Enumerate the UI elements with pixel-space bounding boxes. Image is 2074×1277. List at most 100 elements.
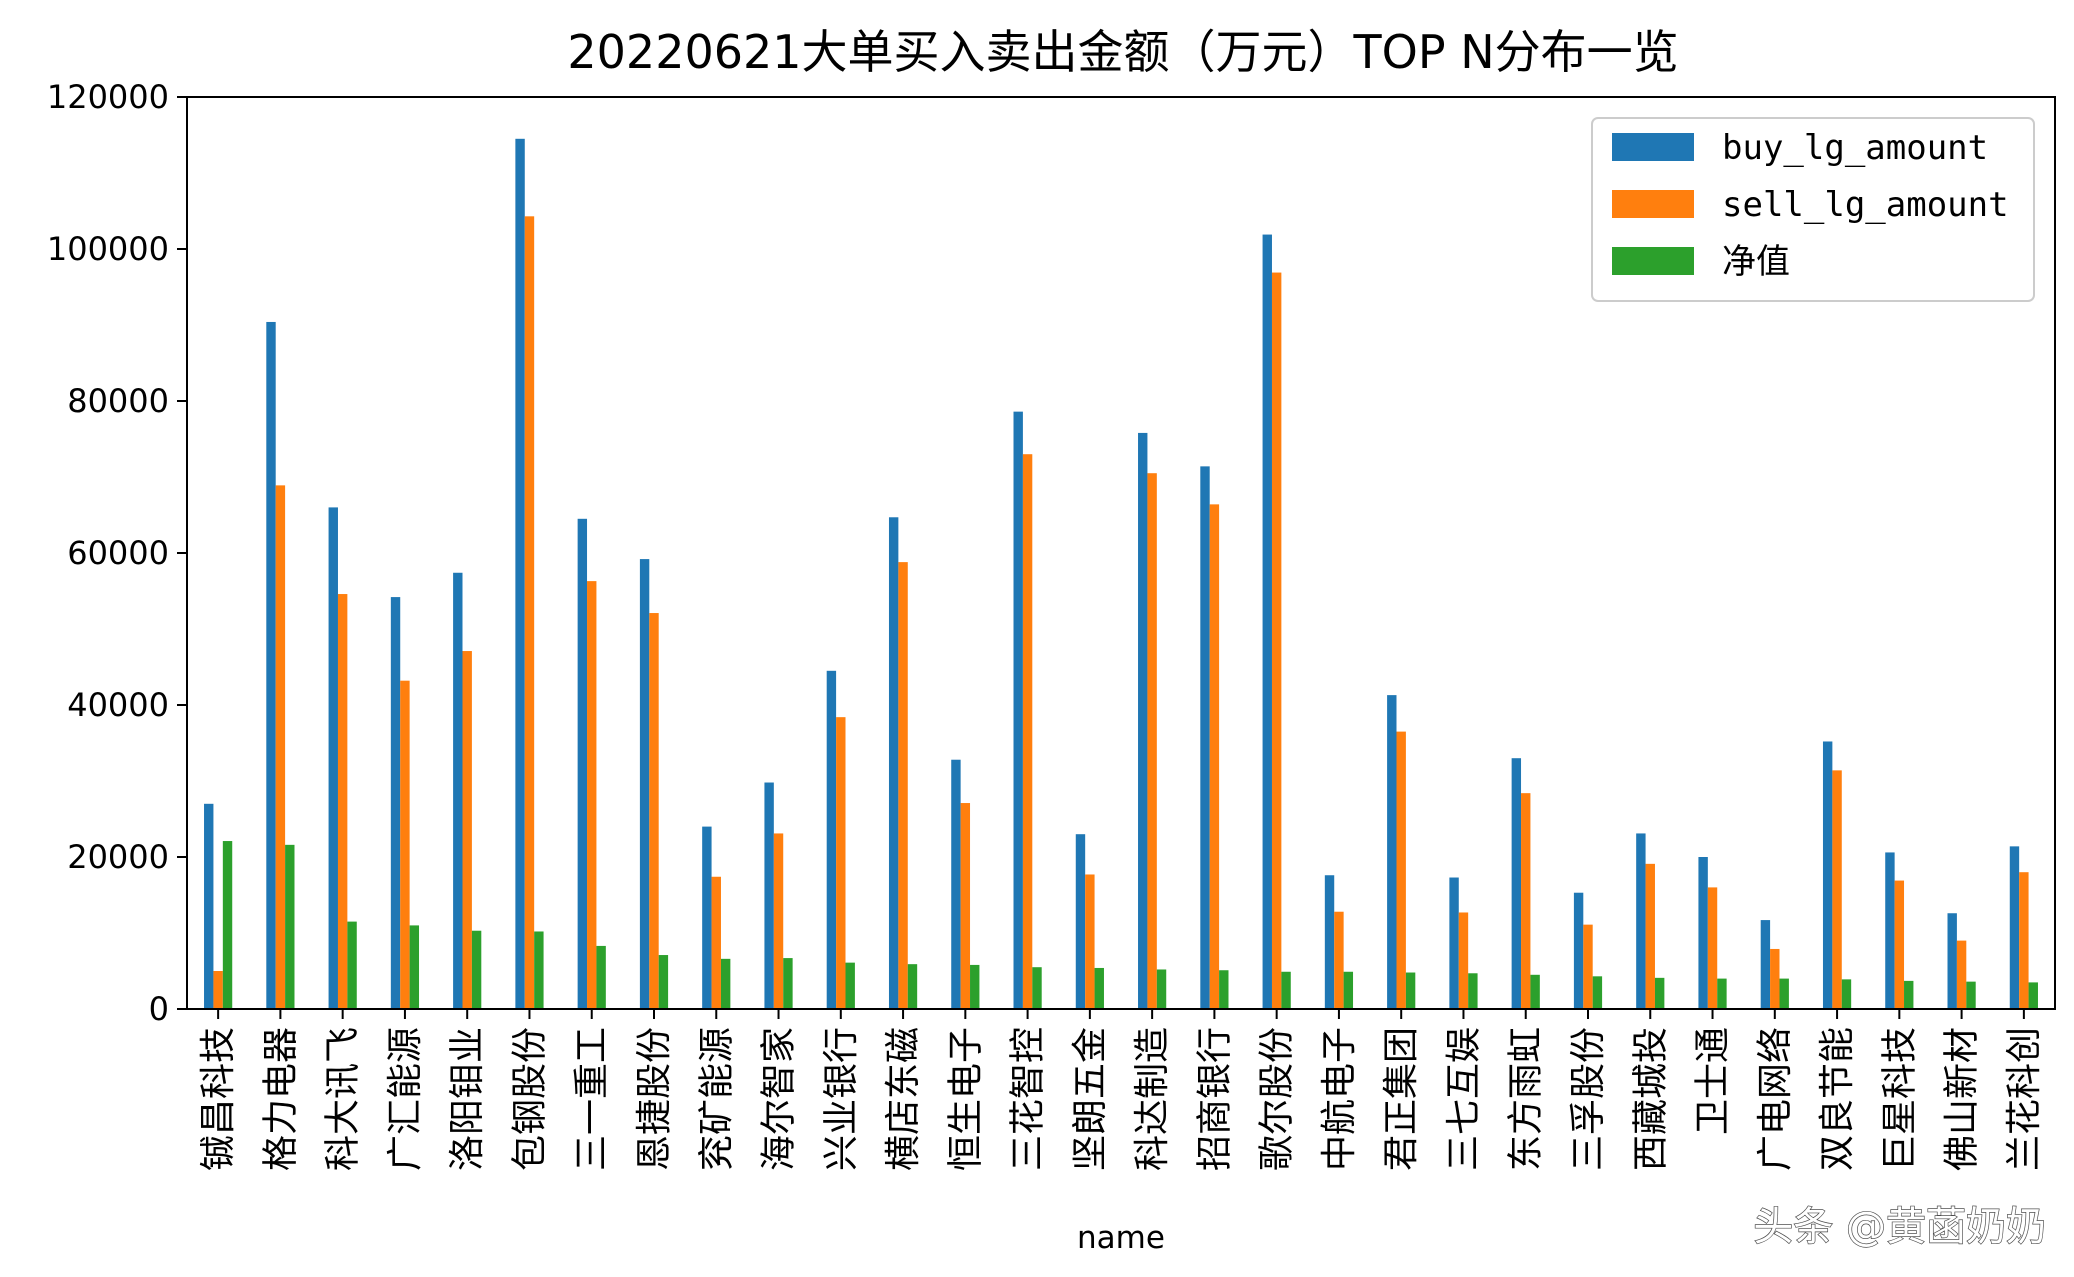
bar-sell_lg_amount-11: [898, 562, 908, 1009]
bar-sell_lg_amount-19: [1396, 731, 1406, 1009]
bar-sell_lg_amount-12: [960, 803, 971, 1009]
x-tick-label: 兖矿能源: [696, 1027, 737, 1171]
bar-sell_lg_amount-21: [1521, 793, 1531, 1009]
legend-label-1: sell_lg_amount: [1722, 185, 2009, 225]
x-axis: 铖昌科技 格力电器 科大讯飞 广汇能源 洛阳钼业 包钢股份 三一重工 恩捷股份 兖矿能源 海尔智家…: [198, 1009, 2045, 1171]
y-tick-label: 20000: [67, 838, 169, 876]
bar-sell_lg_amount-27: [1894, 880, 1905, 1009]
bar-buy_lg_amount-16: [1200, 466, 1210, 1009]
x-tick-label: 西藏城投: [1630, 1027, 1671, 1171]
x-tick-label: 东方雨虹: [1506, 1027, 1547, 1171]
bar-sell_lg_amount-1: [275, 485, 286, 1009]
bar-净值-21: [1530, 974, 1540, 1009]
bar-buy_lg_amount-3: [390, 597, 401, 1009]
bar-buy_lg_amount-24: [1698, 857, 1708, 1009]
bar-sell_lg_amount-13: [1022, 454, 1033, 1009]
bar-净值-18: [1343, 971, 1354, 1009]
bar-buy_lg_amount-23: [1636, 833, 1646, 1009]
bar-buy_lg_amount-0: [204, 803, 214, 1009]
y-tick-label: 100000: [47, 230, 169, 268]
bar-sell_lg_amount-18: [1334, 911, 1344, 1009]
x-tick-label: 双良节能: [1817, 1027, 1858, 1171]
bar-sell_lg_amount-6: [587, 581, 597, 1009]
bar-净值-11: [907, 964, 918, 1009]
bar-buy_lg_amount-7: [639, 559, 650, 1009]
x-tick-label: 歌尔股份: [1257, 1027, 1298, 1171]
bar-buy_lg_amount-4: [453, 572, 463, 1009]
bar-净值-13: [1032, 967, 1042, 1009]
y-tick-label: 0: [149, 990, 169, 1028]
bar-sell_lg_amount-4: [462, 651, 472, 1009]
x-tick-label: 中航电子: [1319, 1027, 1360, 1171]
bar-buy_lg_amount-14: [1075, 834, 1086, 1009]
bar-sell_lg_amount-23: [1645, 863, 1655, 1009]
bar-净值-1: [285, 844, 295, 1009]
bar-buy_lg_amount-26: [1822, 741, 1833, 1009]
x-tick-label: 佛山新材: [1942, 1027, 1983, 1171]
bar-buy_lg_amount-15: [1138, 432, 1148, 1009]
bar-净值-20: [1468, 973, 1478, 1009]
bar-buy_lg_amount-13: [1013, 411, 1023, 1009]
x-tick-label: 恒生电子: [945, 1027, 986, 1171]
bar-净值-2: [347, 921, 357, 1009]
y-tick-label: 80000: [67, 382, 169, 420]
bar-buy_lg_amount-5: [515, 138, 525, 1010]
bar-buy_lg_amount-22: [1573, 892, 1584, 1009]
bar-buy_lg_amount-6: [577, 518, 588, 1009]
x-tick-label: 铖昌科技: [198, 1027, 239, 1171]
bar-净值-28: [1966, 981, 1976, 1009]
bar-净值-12: [970, 964, 980, 1009]
x-tick-label: 三孚股份: [1568, 1027, 1609, 1171]
bar-sell_lg_amount-7: [649, 613, 659, 1009]
bar-净值-6: [596, 945, 606, 1009]
x-tick-label: 坚朗五金: [1070, 1027, 1111, 1171]
x-tick-label: 三七互娱: [1443, 1027, 1484, 1171]
bar-净值-7: [658, 955, 669, 1009]
y-tick-label: 60000: [67, 534, 169, 572]
bar-净值-26: [1841, 979, 1852, 1009]
bar-sell_lg_amount-29: [2019, 872, 2029, 1009]
bar-净值-23: [1654, 977, 1665, 1009]
bar-buy_lg_amount-10: [826, 670, 837, 1009]
bar-buy_lg_amount-19: [1387, 695, 1397, 1009]
bar-sell_lg_amount-9: [773, 833, 784, 1009]
bar-buy_lg_amount-11: [888, 517, 899, 1009]
x-tick-label: 格力电器: [260, 1027, 301, 1171]
bar-净值-5: [534, 931, 544, 1009]
y-axis: 0 20000 40000 60000 80000 100000 120000: [47, 78, 187, 1028]
bar-sell_lg_amount-28: [1956, 940, 1967, 1009]
legend-label-2: 净值: [1722, 242, 1790, 282]
x-tick-label: 三一重工: [572, 1027, 613, 1171]
bar-sell_lg_amount-15: [1147, 473, 1157, 1009]
legend-label-0: buy_lg_amount: [1722, 128, 1988, 168]
bar-buy_lg_amount-28: [1947, 913, 1957, 1009]
bar-净值-4: [471, 930, 482, 1009]
x-tick-label: 招商银行: [1194, 1027, 1235, 1171]
bars-layer: [204, 138, 2038, 1010]
legend-swatch-2: [1612, 247, 1694, 275]
legend: buy_lg_amount sell_lg_amount 净值: [1591, 117, 2035, 302]
bar-净值-22: [1592, 976, 1603, 1009]
bar-净值-29: [2028, 982, 2038, 1009]
bar-sell_lg_amount-24: [1707, 887, 1718, 1009]
bar-净值-0: [222, 841, 233, 1009]
bar-sell_lg_amount-8: [711, 876, 721, 1009]
bar-sell_lg_amount-2: [337, 594, 348, 1009]
bar-净值-24: [1717, 978, 1727, 1009]
bar-sell_lg_amount-22: [1583, 924, 1593, 1009]
bar-净值-8: [720, 958, 731, 1009]
bar-净值-16: [1219, 970, 1229, 1009]
x-tick-label: 广电网络: [1755, 1027, 1796, 1171]
bar-sell_lg_amount-25: [1770, 948, 1780, 1009]
legend-frame: [1591, 117, 2035, 302]
bar-sell_lg_amount-17: [1271, 272, 1282, 1009]
x-tick-label: 巨星科技: [1879, 1027, 1920, 1171]
bar-buy_lg_amount-1: [266, 321, 276, 1010]
bar-净值-15: [1156, 969, 1167, 1009]
bar-buy_lg_amount-18: [1324, 875, 1335, 1009]
x-axis-label: name: [1077, 1220, 1165, 1256]
bar-净值-27: [1904, 980, 1914, 1009]
bar-buy_lg_amount-25: [1760, 920, 1771, 1009]
bar-buy_lg_amount-27: [1885, 852, 1895, 1009]
